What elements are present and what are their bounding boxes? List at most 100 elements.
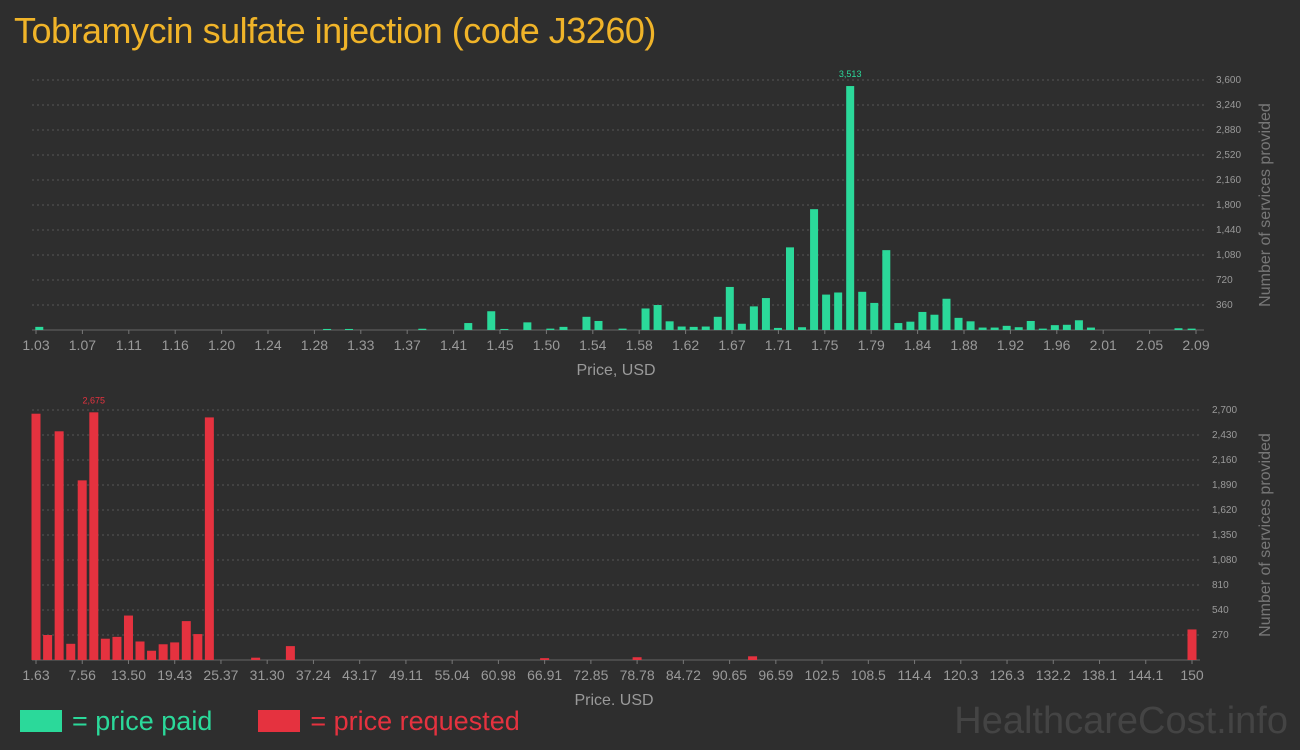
price-paid-bar — [930, 314, 939, 330]
price-requested-y-tick-label: 270 — [1212, 630, 1229, 641]
price-paid-y-tick-label: 1,800 — [1216, 200, 1241, 211]
price-requested-chart: 270 540 810 1,080 1,350 1,620 1,890 2,160 2,430 2… — [22, 395, 1274, 705]
price-paid-y-tick-label: 2,160 — [1216, 175, 1241, 186]
price-requested-x-tick-label: 25.37 — [203, 667, 238, 683]
price-requested-bar — [147, 650, 157, 660]
price-paid-x-tick-label: 1.37 — [394, 337, 421, 353]
price-requested-x-tick-label: 138.1 — [1082, 667, 1117, 683]
price-paid-x-tick-label: 1.79 — [858, 337, 885, 353]
price-paid-x-axis-label: Price, USD — [576, 362, 655, 379]
price-requested-x-tick-label: 102.5 — [805, 667, 840, 683]
price-paid-peak-label: 3,513 — [839, 69, 862, 79]
legend-swatch-paid — [20, 710, 62, 732]
price-requested-bar — [193, 634, 203, 660]
price-requested-bar — [77, 480, 87, 660]
price-paid-bar — [641, 308, 650, 330]
price-requested-bar — [112, 636, 122, 660]
price-requested-bar — [100, 638, 110, 660]
legend-label-requested: = price requested — [310, 705, 520, 736]
price-paid-y-axis-label: Number of services provided — [1257, 103, 1274, 307]
price-requested-x-axis-label: Price, USD — [574, 692, 653, 705]
price-requested-y-tick-label: 1,350 — [1212, 530, 1237, 541]
price-requested-y-tick-label: 540 — [1212, 605, 1229, 616]
price-paid-bar — [990, 327, 999, 330]
price-requested-x-tick-label: 55.04 — [435, 667, 470, 683]
price-paid-x-tick-label: 1.03 — [22, 337, 49, 353]
price-requested-bar — [135, 641, 145, 660]
price-paid-x-tick-label: 1.28 — [301, 337, 328, 353]
price-requested-x-tick-label: 108.5 — [851, 667, 886, 683]
price-paid-bar — [822, 294, 831, 330]
price-requested-bar — [66, 643, 76, 660]
price-paid-bar — [35, 326, 44, 330]
price-paid-bar — [1062, 324, 1071, 330]
price-paid-y-tick-label: 360 — [1216, 300, 1233, 311]
price-paid-y-tick-label: 1,440 — [1216, 225, 1241, 236]
price-requested-bar — [123, 615, 133, 660]
price-requested-x-tick-label: 19.43 — [157, 667, 192, 683]
price-paid-x-tick-label: 1.96 — [1043, 337, 1070, 353]
price-requested-x-tick-label: 7.56 — [69, 667, 96, 683]
price-requested-x-tick-label: 72.85 — [573, 667, 608, 683]
price-paid-bar — [870, 302, 879, 330]
price-requested-x-tick-label: 150 — [1180, 667, 1204, 683]
price-requested-bar — [748, 656, 758, 660]
price-requested-bar — [181, 621, 191, 660]
price-paid-x-tick-label: 2.01 — [1090, 337, 1117, 353]
price-paid-bar — [1174, 328, 1183, 330]
price-requested-x-tick-label: 37.24 — [296, 667, 331, 683]
price-requested-bar — [251, 657, 261, 660]
price-requested-bar — [285, 646, 295, 660]
price-requested-x-tick-label: 60.98 — [481, 667, 516, 683]
price-paid-bar — [500, 328, 509, 330]
price-paid-bar — [344, 328, 353, 330]
price-paid-bar — [559, 326, 568, 330]
price-paid-x-tick-label: 1.24 — [254, 337, 281, 353]
price-requested-bar — [204, 417, 214, 660]
price-paid-bar — [906, 321, 915, 330]
price-requested-bar — [632, 657, 642, 660]
price-paid-x-tick-label: 1.67 — [718, 337, 745, 353]
price-paid-bar — [323, 328, 332, 330]
price-requested-bar — [89, 412, 99, 660]
price-requested-bar — [170, 642, 180, 660]
price-paid-bar — [653, 305, 662, 330]
price-paid-x-tick-label: 1.71 — [765, 337, 792, 353]
price-requested-bar — [1187, 629, 1197, 660]
price-paid-bar — [701, 326, 710, 330]
price-paid-bar — [894, 323, 903, 330]
price-paid-bar — [618, 328, 627, 330]
price-paid-bar — [1187, 328, 1196, 330]
price-paid-bar — [798, 327, 807, 330]
price-requested-bar — [540, 658, 550, 660]
price-paid-bar — [1086, 327, 1095, 330]
price-requested-x-tick-label: 126.3 — [990, 667, 1025, 683]
price-paid-y-tick-label: 3,600 — [1216, 75, 1241, 86]
price-paid-bar — [665, 321, 674, 330]
price-paid-bar — [582, 316, 591, 330]
price-paid-x-tick-label: 1.20 — [208, 337, 235, 353]
price-requested-x-tick-label: 43.17 — [342, 667, 377, 683]
price-paid-chart: 360 720 1,080 1,440 1,800 2,160 2,520 2,880 3,24… — [22, 69, 1274, 379]
price-requested-x-tick-label: 84.72 — [666, 667, 701, 683]
price-paid-bar — [858, 291, 867, 330]
price-requested-y-tick-label: 810 — [1212, 580, 1229, 591]
price-paid-bar — [773, 327, 782, 330]
price-paid-bar — [1026, 320, 1035, 330]
price-paid-bar — [918, 311, 927, 330]
legend-label-paid: = price paid — [72, 705, 213, 736]
price-paid-bar — [1014, 327, 1023, 330]
price-paid-bar — [594, 320, 603, 330]
price-requested-x-tick-label: 66.91 — [527, 667, 562, 683]
price-requested-bar — [31, 413, 41, 660]
price-requested-bar — [158, 644, 168, 660]
price-paid-x-tick-label: 1.84 — [904, 337, 931, 353]
price-paid-bar — [713, 316, 722, 330]
legend-swatch-requested — [258, 710, 301, 732]
price-requested-y-tick-label: 2,430 — [1212, 430, 1237, 441]
price-paid-x-tick-label: 1.58 — [626, 337, 653, 353]
price-paid-bar — [1038, 328, 1047, 330]
price-paid-bar — [786, 247, 794, 330]
price-requested-x-tick-label: 13.50 — [111, 667, 146, 683]
price-requested-x-tick-label: 144.1 — [1128, 667, 1163, 683]
